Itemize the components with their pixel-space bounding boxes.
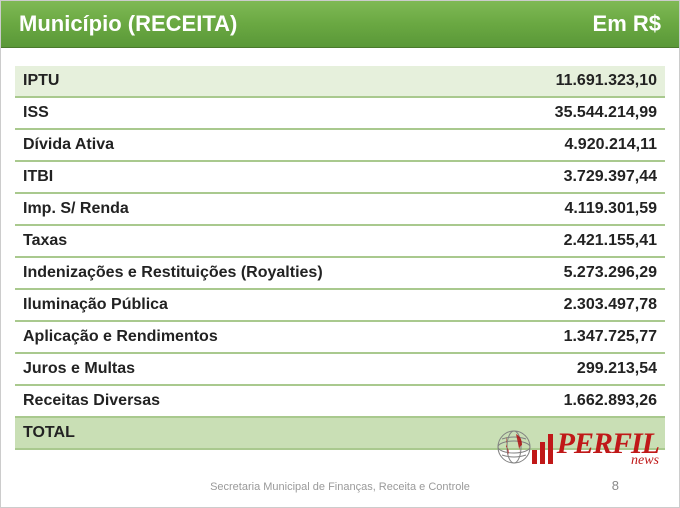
- logo-sub: news: [557, 455, 659, 468]
- brand-logo: PERFIL news: [492, 427, 659, 471]
- row-label: ITBI: [15, 161, 488, 193]
- table-row: ITBI3.729.397,44: [15, 161, 665, 193]
- header-bar: Município (RECEITA) Em R$: [1, 1, 679, 48]
- revenue-table: IPTU11.691.323,10ISS35.544.214,99Dívida …: [15, 66, 665, 450]
- row-label: Indenizações e Restituições (Royalties): [15, 257, 488, 289]
- footer-text: Secretaria Municipal de Finanças, Receit…: [1, 481, 679, 493]
- row-value: 35.544.214,99: [488, 97, 665, 129]
- total-label: TOTAL: [15, 417, 488, 449]
- table-row: Iluminação Pública2.303.497,78: [15, 289, 665, 321]
- row-value: 299.213,54: [488, 353, 665, 385]
- row-value: 4.920.214,11: [488, 129, 665, 161]
- row-value: 2.303.497,78: [488, 289, 665, 321]
- table-row: Imp. S/ Renda4.119.301,59: [15, 193, 665, 225]
- table-row: Indenizações e Restituições (Royalties)5…: [15, 257, 665, 289]
- row-value: 3.729.397,44: [488, 161, 665, 193]
- row-value: 4.119.301,59: [488, 193, 665, 225]
- table-row: Juros e Multas299.213,54: [15, 353, 665, 385]
- header-title: Município (RECEITA): [19, 11, 237, 37]
- row-value: 1.662.893,26: [488, 385, 665, 417]
- row-label: Dívida Ativa: [15, 129, 488, 161]
- row-label: IPTU: [15, 66, 488, 97]
- row-label: Receitas Diversas: [15, 385, 488, 417]
- row-label: Imp. S/ Renda: [15, 193, 488, 225]
- table-row: Aplicação e Rendimentos1.347.725,77: [15, 321, 665, 353]
- row-value: 5.273.296,29: [488, 257, 665, 289]
- table-row: Dívida Ativa4.920.214,11: [15, 129, 665, 161]
- row-value: 2.421.155,41: [488, 225, 665, 257]
- row-value: 1.347.725,77: [488, 321, 665, 353]
- header-unit: Em R$: [593, 11, 661, 37]
- row-value: 11.691.323,10: [488, 66, 665, 97]
- row-label: Aplicação e Rendimentos: [15, 321, 488, 353]
- table-row: IPTU11.691.323,10: [15, 66, 665, 97]
- revenue-table-wrap: IPTU11.691.323,10ISS35.544.214,99Dívida …: [1, 48, 679, 450]
- page-number: 8: [612, 478, 619, 493]
- row-label: Juros e Multas: [15, 353, 488, 385]
- row-label: Iluminação Pública: [15, 289, 488, 321]
- row-label: Taxas: [15, 225, 488, 257]
- globe-icon: [492, 427, 536, 471]
- table-row: Taxas2.421.155,41: [15, 225, 665, 257]
- table-row: ISS35.544.214,99: [15, 97, 665, 129]
- row-label: ISS: [15, 97, 488, 129]
- logo-text: PERFIL news: [557, 430, 659, 468]
- table-row: Receitas Diversas1.662.893,26: [15, 385, 665, 417]
